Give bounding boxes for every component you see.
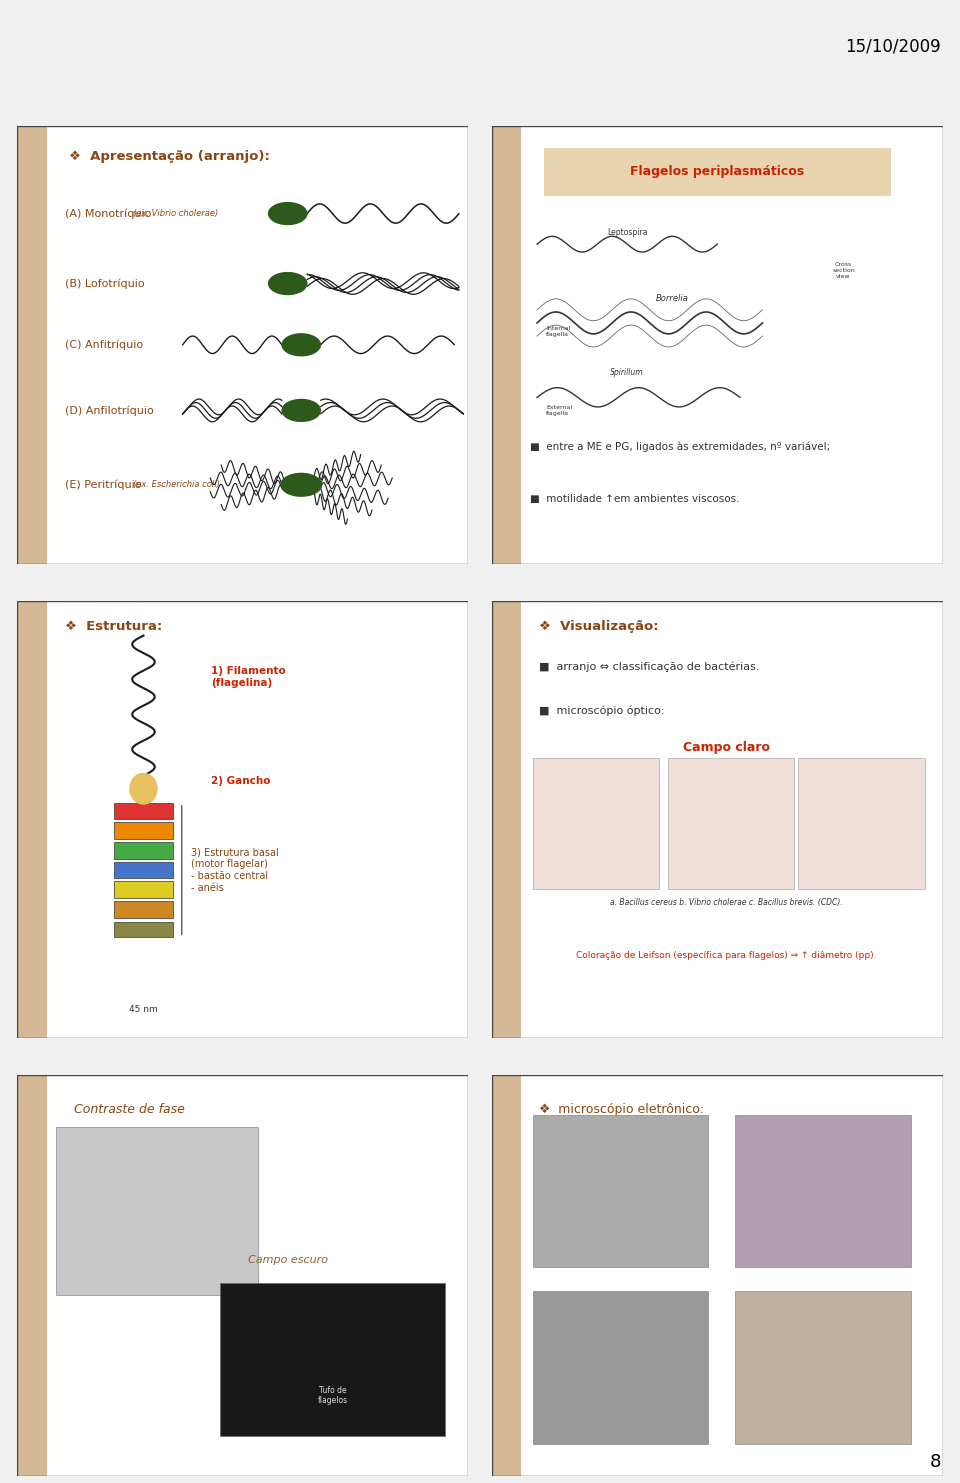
Text: ❖  Apresentação (arranjo):: ❖ Apresentação (arranjo): <box>69 150 270 163</box>
Bar <box>668 758 794 890</box>
Text: (A) Monotríquio: (A) Monotríquio <box>64 208 151 219</box>
Text: 2) Gancho: 2) Gancho <box>211 776 271 786</box>
Bar <box>114 862 173 878</box>
Text: (C) Anfitríquio: (C) Anfitríquio <box>64 340 143 350</box>
Text: Leptospira: Leptospira <box>607 228 647 237</box>
Bar <box>492 126 521 564</box>
Bar <box>220 1283 445 1436</box>
FancyBboxPatch shape <box>543 148 891 196</box>
Text: (B) Lofotríquio: (B) Lofotríquio <box>64 279 144 289</box>
Bar <box>735 1115 911 1268</box>
Bar <box>114 922 173 937</box>
Ellipse shape <box>130 774 157 804</box>
Text: Spirillum: Spirillum <box>611 368 644 377</box>
Text: Campo claro: Campo claro <box>683 740 770 753</box>
Text: ■  entre a ME e PG, ligados às extremidades, nº variável;: ■ entre a ME e PG, ligados às extremidad… <box>530 440 830 451</box>
Ellipse shape <box>269 203 307 224</box>
Text: Coloração de Leifson (específica para flagelos) ⇒ ↑ diâmetro (pp).: Coloração de Leifson (específica para fl… <box>576 951 876 960</box>
Bar <box>114 823 173 839</box>
Bar <box>17 126 47 564</box>
Bar <box>533 1115 708 1268</box>
Text: 15/10/2009: 15/10/2009 <box>845 37 941 55</box>
Ellipse shape <box>281 473 322 497</box>
Text: Cross
section
view: Cross section view <box>832 262 855 279</box>
Bar <box>17 601 47 1038</box>
Text: Contraste de fase: Contraste de fase <box>74 1103 184 1117</box>
Bar <box>492 1075 521 1476</box>
Text: (D) Anfilotríquio: (D) Anfilotríquio <box>64 405 154 415</box>
Text: Internal
flagella: Internal flagella <box>546 326 570 337</box>
Text: ❖  Estrutura:: ❖ Estrutura: <box>64 620 162 633</box>
Bar <box>533 758 659 890</box>
Ellipse shape <box>269 273 307 295</box>
Bar <box>492 601 521 1038</box>
Ellipse shape <box>282 399 321 421</box>
Bar <box>114 902 173 918</box>
Text: 45 nm: 45 nm <box>129 1005 157 1014</box>
Text: ❖  microscópio eletrônico:: ❖ microscópio eletrônico: <box>540 1103 705 1117</box>
Bar <box>17 1075 47 1476</box>
Text: 8: 8 <box>929 1453 941 1471</box>
Text: Campo escuro: Campo escuro <box>248 1255 327 1265</box>
Text: (E) Peritríquio: (E) Peritríquio <box>64 479 141 489</box>
Text: ■  microscópio óptico:: ■ microscópio óptico: <box>540 706 665 716</box>
Text: ■  motilidade ↑em ambientes viscosos.: ■ motilidade ↑em ambientes viscosos. <box>530 494 740 504</box>
Text: 3) Estrutura basal
(motor flagelar)
- bastão central
- anéis: 3) Estrutura basal (motor flagelar) - ba… <box>191 848 278 893</box>
Bar <box>735 1292 911 1443</box>
Bar <box>114 842 173 859</box>
Bar <box>114 881 173 899</box>
Text: (ex. Escherichia coli): (ex. Escherichia coli) <box>133 480 220 489</box>
Bar <box>56 1127 258 1296</box>
Text: Borrelia: Borrelia <box>656 294 688 303</box>
Text: a. Bacillus cereus b. Vibrio cholerae c. Bacillus brevis. (CDC).: a. Bacillus cereus b. Vibrio cholerae c.… <box>610 899 843 908</box>
Text: (ex. Vibrio cholerae): (ex. Vibrio cholerae) <box>133 209 219 218</box>
Text: Tufo de
flagelos: Tufo de flagelos <box>318 1385 348 1406</box>
Text: ■  arranjo ⇔ classificação de bactérias.: ■ arranjo ⇔ classificação de bactérias. <box>540 661 759 672</box>
Bar <box>799 758 924 890</box>
Text: 1) Filamento
(flagelina): 1) Filamento (flagelina) <box>211 666 286 688</box>
Bar <box>533 1292 708 1443</box>
Text: External
flagella: External flagella <box>546 405 572 415</box>
Ellipse shape <box>282 334 321 356</box>
Bar <box>114 802 173 819</box>
Text: Flagelos periplasmáticos: Flagelos periplasmáticos <box>631 166 804 178</box>
Text: ❖  Visualização:: ❖ Visualização: <box>540 620 659 633</box>
